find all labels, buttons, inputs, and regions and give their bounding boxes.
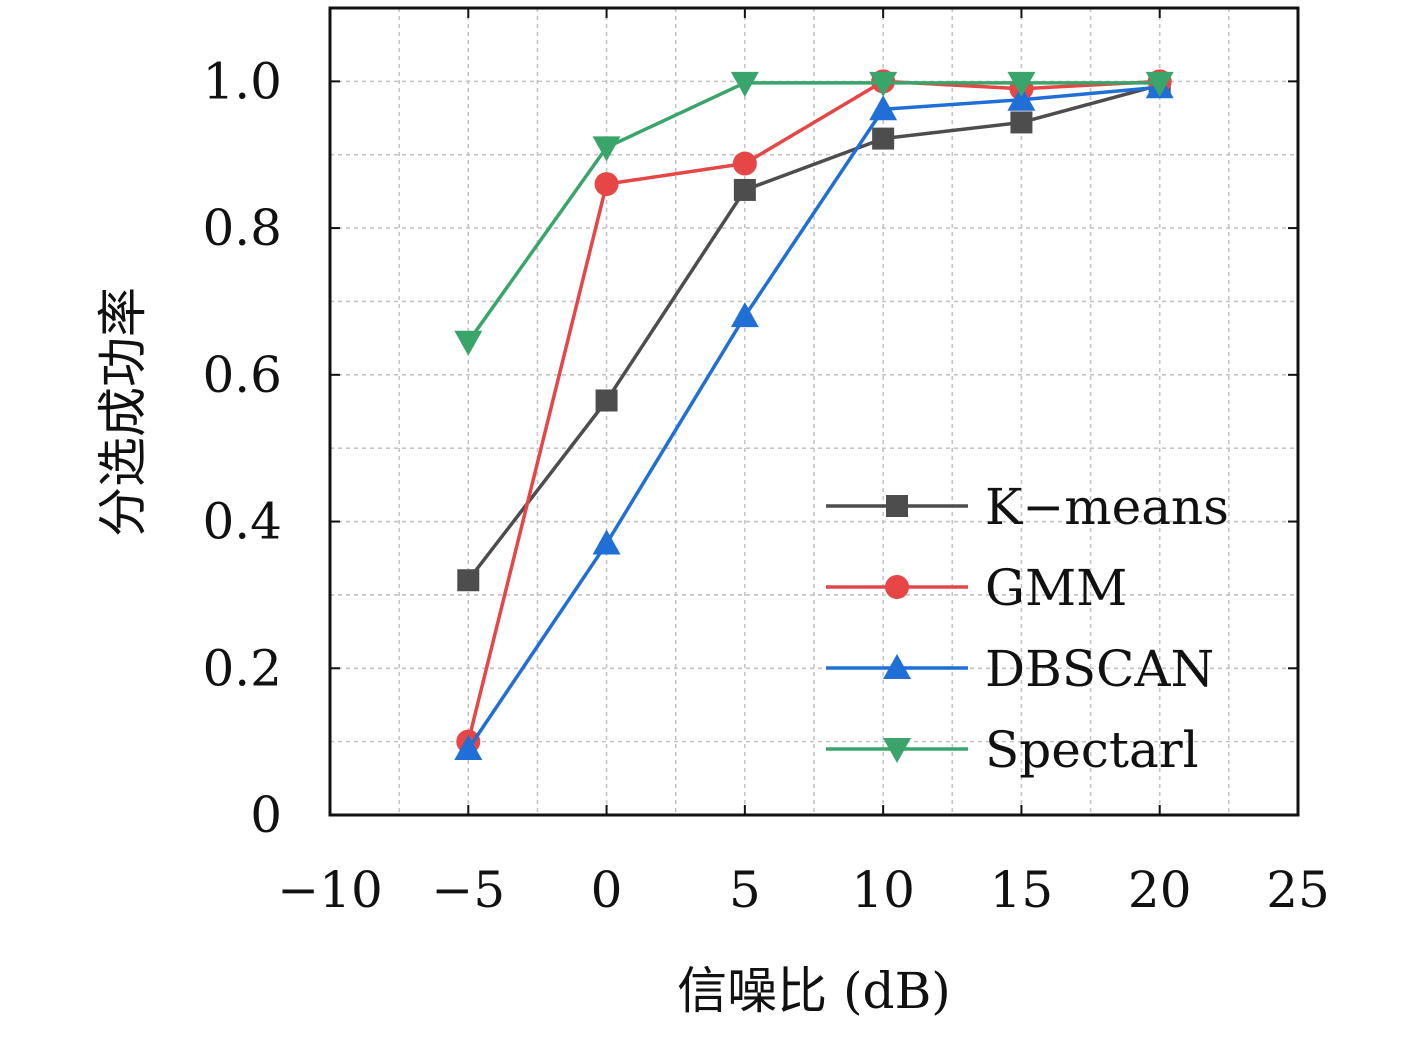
data-point-gmm [732,151,757,176]
legend-marker-gmm [885,575,909,599]
series-line-spectarl [466,81,1160,343]
legend-label-gmm: GMM [985,559,1127,617]
plot-frame [328,6,1300,817]
data-point-spectarl [1145,71,1174,97]
data-point-spectarl [592,136,621,162]
legend: K−means GMM DBSCAN Spectarl [826,478,1229,779]
y-tick-label: 0.6 [202,346,282,404]
y-axis-label: 分选成功率 [94,287,152,537]
data-point-k-means [457,569,480,592]
x-tick-label: 15 [990,861,1054,919]
series-line-gmm [466,79,1160,743]
data-point-dbscan [592,529,621,555]
y-tick-label: 0.8 [202,199,282,257]
data-point-dbscan [730,302,759,328]
legend-marker-dbscan [883,654,911,679]
y-tick-label: 0 [250,786,282,844]
data-point-gmm [594,172,619,197]
series-line-k-means [466,83,1161,582]
x-axis-label: 信噪比 (dB) [677,962,951,1020]
data-point-dbscan [454,734,483,760]
x-tick-label: 20 [1128,861,1192,919]
data-point-k-means [595,389,618,412]
x-tick-label: −10 [277,861,383,919]
x-tick-label: 25 [1266,861,1330,919]
x-tick-label: −5 [431,861,505,919]
legend-marker-spectarl [883,738,911,763]
data-point-dbscan [1007,85,1036,111]
y-tick-label: 0.4 [202,493,282,551]
data-point-k-means [1010,111,1033,134]
data-point-k-means [872,127,895,150]
legend-label-dbscan: DBSCAN [985,640,1214,698]
series-line-dbscan [466,85,1160,750]
x-tick-label: 10 [851,861,915,919]
data-point-dbscan [869,95,898,121]
data-point-k-means [733,178,756,201]
legend-marker-k-means [886,495,908,517]
data-point-spectarl [869,71,898,97]
data-point-spectarl [1007,71,1036,97]
y-tick-label: 0.2 [202,639,282,697]
axes-layer: −10 −5 0 5 10 15 20 25 0 0.2 0.4 0.6 0.8 1.0 [202,6,1330,919]
data-point-spectarl [730,71,759,97]
x-tick-label: 5 [729,861,761,919]
data-point-spectarl [454,330,483,356]
x-tick-label: 0 [591,861,623,919]
series-layer [454,69,1174,760]
y-tick-label: 1.0 [202,52,282,110]
legend-label-k-means: K−means [985,478,1229,536]
legend-label-spectarl: Spectarl [985,721,1199,779]
